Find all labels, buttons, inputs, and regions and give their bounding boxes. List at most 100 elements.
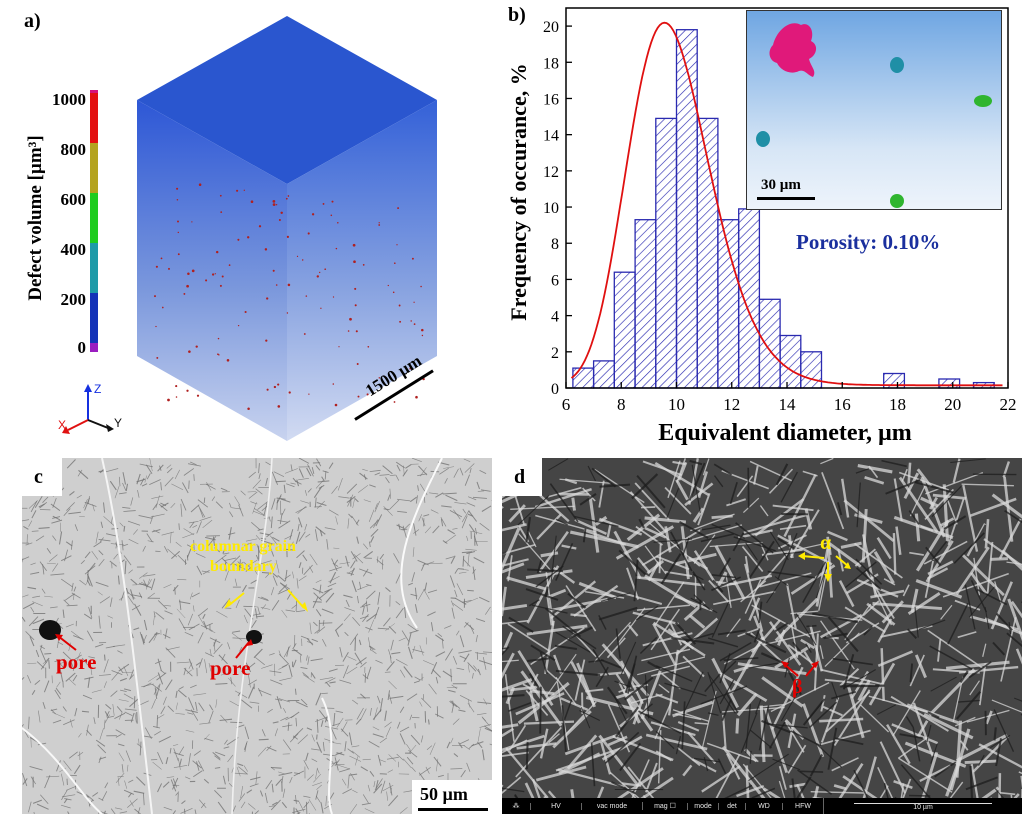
lamella: [464, 474, 471, 486]
lamella: [44, 653, 52, 655]
lamella: [374, 500, 380, 513]
lamella: [92, 792, 99, 797]
lamella: [880, 648, 885, 702]
lamella: [389, 782, 393, 796]
lamella: [325, 681, 331, 688]
lamella: [806, 702, 823, 722]
lamella: [247, 559, 258, 567]
lamella: [345, 555, 349, 567]
lamella: [117, 575, 120, 585]
lamella: [303, 795, 311, 798]
lamella: [279, 677, 292, 682]
pore-dot: [334, 403, 338, 407]
lamella: [186, 544, 194, 549]
lamella: [30, 562, 36, 566]
lamella: [468, 524, 476, 533]
lamella: [401, 630, 410, 643]
lamella: [194, 809, 197, 814]
lamella: [176, 661, 190, 664]
pore-dot: [378, 377, 381, 379]
lamella: [680, 526, 690, 580]
pore-dot: [319, 271, 321, 274]
lamella: [525, 741, 529, 770]
lamella: [312, 621, 318, 627]
lamella: [667, 460, 681, 499]
lamella: [441, 638, 444, 649]
lamella: [383, 508, 390, 511]
lamella: [893, 478, 903, 522]
lamella: [244, 726, 250, 740]
pore-dot: [305, 295, 308, 297]
lamella: [238, 504, 244, 517]
lamella: [172, 810, 177, 814]
lamella: [165, 757, 169, 765]
lamella: [909, 484, 927, 517]
lamella: [315, 790, 319, 800]
lamella: [183, 667, 187, 676]
pore-dot: [275, 284, 278, 286]
lamella: [391, 651, 401, 655]
lamella: [435, 651, 446, 657]
lamella: [257, 500, 269, 510]
lamella: [139, 631, 145, 645]
lamella: [305, 752, 309, 761]
lamella: [197, 760, 205, 772]
lamella: [114, 486, 120, 499]
lamella: [188, 480, 190, 489]
lamella: [914, 481, 954, 494]
lamella: [370, 649, 377, 654]
lamella: [823, 632, 848, 640]
lamella: [242, 584, 247, 593]
lamella: [527, 657, 550, 662]
lamella: [902, 778, 912, 798]
lamella: [27, 674, 32, 684]
lamella: [390, 787, 392, 794]
pore-dot: [228, 264, 231, 266]
lamella: [233, 563, 246, 570]
lamella: [362, 613, 369, 623]
lamella: [978, 743, 1022, 769]
lamella: [34, 679, 41, 685]
lamella: [157, 783, 163, 793]
lamella: [192, 605, 195, 612]
lamella: [459, 694, 472, 702]
lamella: [265, 461, 271, 466]
lamella: [688, 614, 706, 629]
pore-dot: [217, 353, 219, 356]
lamella: [855, 558, 883, 585]
lamella: [40, 649, 47, 664]
lamella: [414, 676, 421, 681]
pore-dot: [273, 385, 277, 389]
lamella: [22, 594, 29, 598]
lamella: [555, 542, 574, 581]
x-tick-label: 6: [562, 395, 571, 414]
lamella: [419, 701, 423, 707]
colorbar-segment: [90, 143, 98, 193]
lamella: [477, 701, 491, 704]
lamella: [841, 478, 850, 518]
lamella: [982, 643, 987, 657]
lamella: [227, 532, 236, 536]
lamella: [360, 661, 367, 668]
lamella: [467, 702, 475, 713]
lamella: [350, 772, 355, 781]
lamella: [925, 546, 942, 566]
lamella: [468, 743, 475, 749]
lamella: [452, 528, 458, 530]
lamella: [28, 500, 38, 509]
lamella: [99, 728, 104, 740]
lamella: [768, 621, 802, 666]
lamella: [196, 761, 200, 771]
lamella: [237, 763, 244, 767]
lamella: [568, 626, 593, 640]
lamella: [597, 671, 625, 677]
lamella: [598, 734, 640, 787]
lamella: [629, 491, 667, 533]
lamella: [573, 584, 619, 617]
lamella: [955, 733, 1008, 763]
lamella: [463, 653, 470, 663]
lamella: [961, 554, 1005, 597]
lamella: [395, 607, 404, 619]
lamella: [926, 567, 949, 580]
lamella: [196, 565, 203, 576]
